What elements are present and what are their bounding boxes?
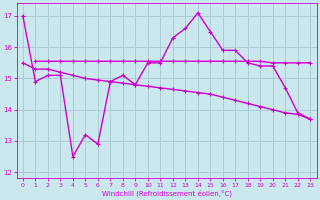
- X-axis label: Windchill (Refroidissement éolien,°C): Windchill (Refroidissement éolien,°C): [101, 189, 232, 197]
